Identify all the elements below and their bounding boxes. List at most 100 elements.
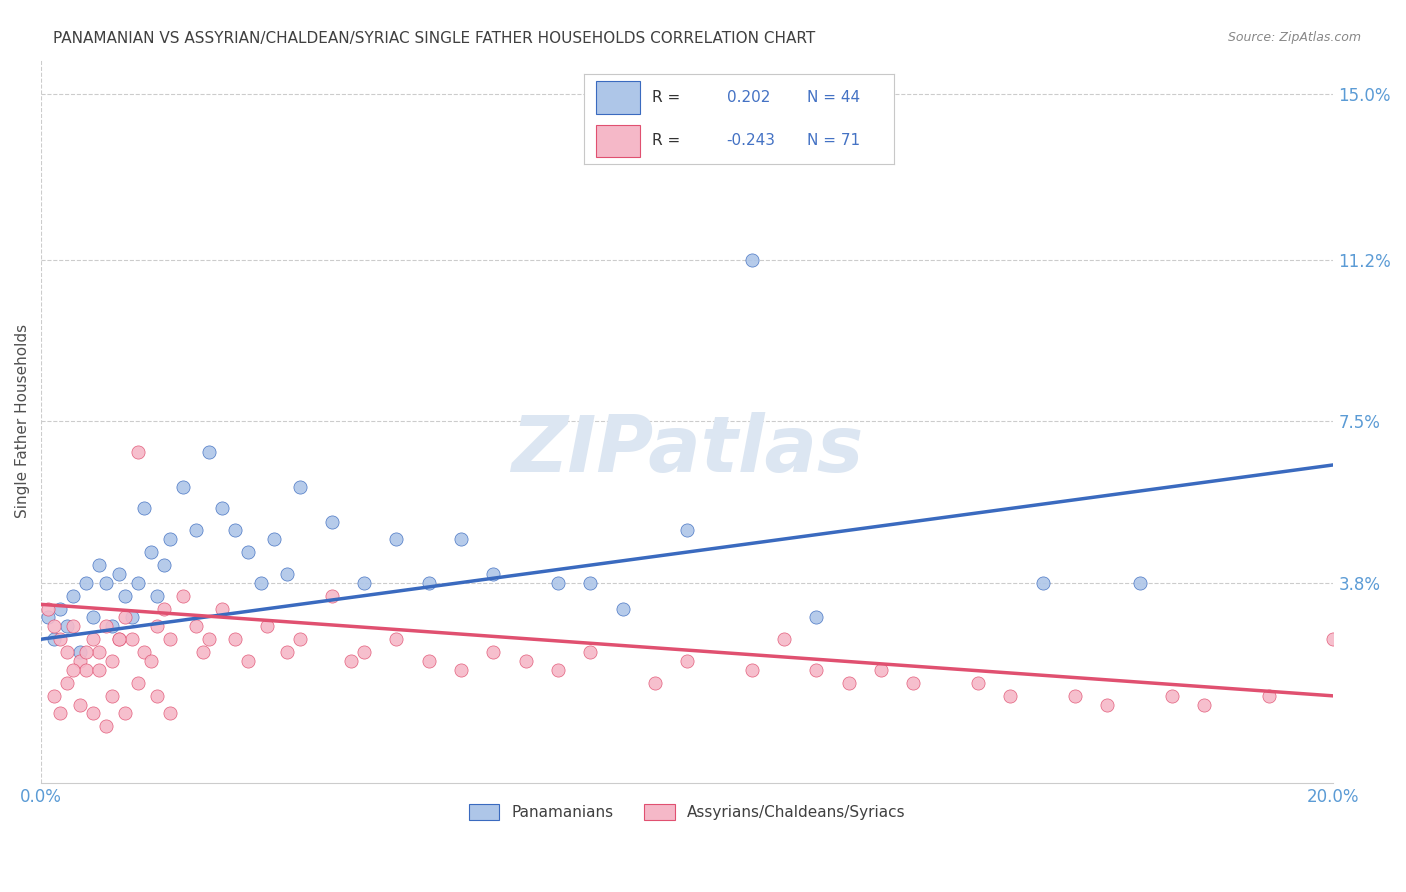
Point: [89, 645, 111, 659]
Point: [159, 706, 181, 721]
Point: [75, 575, 97, 590]
Point: [56, 645, 79, 659]
Text: Source: ZipAtlas.com: Source: ZipAtlas.com: [1227, 31, 1361, 45]
Point: [547, 575, 569, 590]
Point: [127, 675, 149, 690]
Point: [1160, 689, 1182, 703]
Point: [353, 645, 375, 659]
Point: [1000, 689, 1022, 703]
Point: [236, 545, 259, 559]
Point: [159, 532, 181, 546]
Point: [146, 689, 169, 703]
Point: [353, 575, 375, 590]
Point: [107, 566, 129, 581]
Point: [418, 654, 440, 668]
Point: [186, 523, 208, 537]
Point: [94, 719, 117, 733]
Point: [134, 501, 156, 516]
Point: [676, 654, 699, 668]
Point: [1097, 698, 1119, 712]
Point: [49, 632, 72, 647]
Point: [94, 619, 117, 633]
Point: [139, 545, 162, 559]
Point: [321, 515, 343, 529]
Point: [42, 632, 65, 647]
Point: [107, 632, 129, 647]
Point: [89, 558, 111, 573]
Point: [42, 619, 65, 633]
Point: [288, 632, 311, 647]
Point: [134, 645, 156, 659]
Point: [263, 532, 285, 546]
Point: [249, 575, 271, 590]
Point: [340, 654, 363, 668]
Point: [236, 654, 259, 668]
Point: [1257, 689, 1279, 703]
Point: [288, 480, 311, 494]
Point: [191, 645, 214, 659]
Point: [450, 532, 472, 546]
Point: [1192, 698, 1215, 712]
Point: [75, 663, 97, 677]
Point: [644, 675, 666, 690]
Point: [321, 589, 343, 603]
Point: [579, 575, 602, 590]
Point: [172, 589, 194, 603]
Point: [1128, 575, 1150, 590]
Point: [127, 445, 149, 459]
Point: [773, 632, 796, 647]
Legend: Panamanians, Assyrians/Chaldeans/Syriacs: Panamanians, Assyrians/Chaldeans/Syriacs: [463, 797, 912, 826]
Point: [62, 589, 84, 603]
Point: [159, 632, 181, 647]
Point: [82, 610, 104, 624]
Point: [42, 689, 65, 703]
Point: [838, 675, 860, 690]
Point: [186, 619, 208, 633]
Point: [37, 601, 59, 615]
Point: [56, 619, 79, 633]
Point: [211, 601, 233, 615]
Point: [114, 706, 136, 721]
Point: [276, 645, 298, 659]
Point: [94, 575, 117, 590]
Point: [101, 689, 124, 703]
Point: [741, 253, 763, 268]
Point: [75, 645, 97, 659]
Point: [146, 589, 169, 603]
Point: [37, 610, 59, 624]
Point: [62, 619, 84, 633]
Text: ZIPatlas: ZIPatlas: [512, 412, 863, 488]
Point: [114, 610, 136, 624]
Point: [127, 575, 149, 590]
Point: [82, 706, 104, 721]
Point: [62, 663, 84, 677]
Point: [198, 445, 221, 459]
Point: [101, 619, 124, 633]
Point: [967, 675, 990, 690]
Point: [418, 575, 440, 590]
Point: [139, 654, 162, 668]
Point: [1032, 575, 1054, 590]
Point: [450, 663, 472, 677]
Point: [82, 632, 104, 647]
Point: [579, 645, 602, 659]
Point: [172, 480, 194, 494]
Point: [153, 558, 176, 573]
Point: [741, 663, 763, 677]
Point: [107, 632, 129, 647]
Point: [547, 663, 569, 677]
Point: [69, 645, 91, 659]
Point: [121, 610, 143, 624]
Point: [806, 610, 828, 624]
Point: [276, 566, 298, 581]
Point: [224, 632, 246, 647]
Point: [211, 501, 233, 516]
Point: [256, 619, 278, 633]
Point: [1322, 632, 1344, 647]
Point: [49, 601, 72, 615]
Point: [1064, 689, 1087, 703]
Point: [903, 675, 925, 690]
Point: [385, 532, 408, 546]
Point: [114, 589, 136, 603]
Point: [69, 654, 91, 668]
